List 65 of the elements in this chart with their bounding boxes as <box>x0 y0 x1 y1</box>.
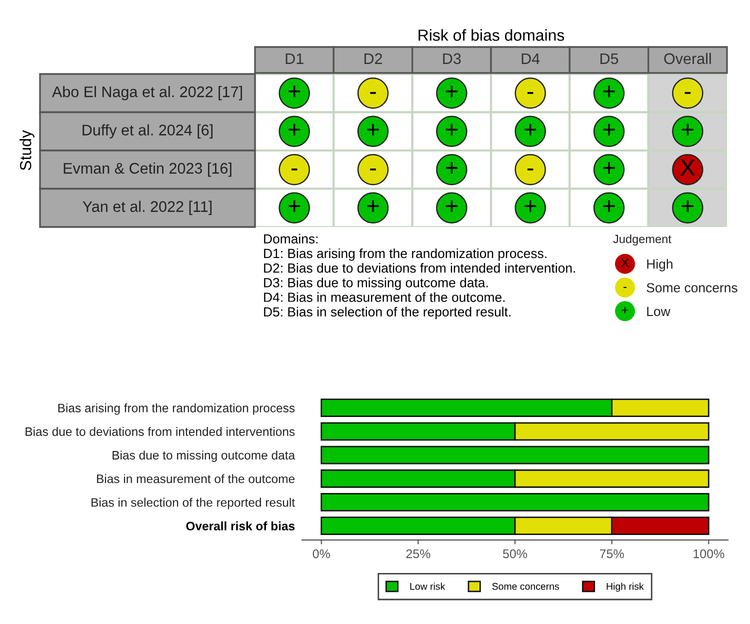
y-axis-title: Study <box>20 130 34 170</box>
x-tick-label: 0% <box>312 549 330 558</box>
x-tick-label: 100% <box>694 549 724 558</box>
x-tick-label: 25% <box>406 549 430 558</box>
x-tick-label: D5 <box>600 53 618 64</box>
category-label: Some concerns <box>646 283 738 292</box>
y-tick-label: Bias due to deviations from intended interventions <box>26 426 295 436</box>
text: + <box>524 124 536 136</box>
text: + <box>603 86 615 98</box>
text: + <box>603 200 615 212</box>
legend-label: High risk <box>606 582 644 592</box>
text: Judgement <box>613 234 672 246</box>
text: + <box>622 307 628 314</box>
text: + <box>288 86 300 98</box>
x-tick-label: D1 <box>286 53 304 64</box>
y-tick-label: Duffy et al. 2024 [6] <box>82 124 213 138</box>
text: D2: Bias due to deviations from intended intervention. <box>264 263 575 273</box>
text: + <box>446 86 458 98</box>
bar <box>320 493 710 512</box>
text: + <box>682 200 694 212</box>
category-label: Low <box>647 306 670 316</box>
x-tick-label: 75% <box>600 549 624 558</box>
text: + <box>367 124 379 136</box>
text: + <box>603 162 615 174</box>
text: X <box>680 159 696 176</box>
category-label: High <box>647 259 672 272</box>
text: + <box>603 124 615 136</box>
y-tick-label: Bias arising from the randomization process <box>58 403 295 415</box>
chart-title: Risk of bias domains <box>418 29 564 41</box>
text: D4: Bias in measurement of the outcome. <box>264 292 505 302</box>
text: + <box>524 200 536 212</box>
text: + <box>446 124 458 136</box>
text: X <box>621 258 629 268</box>
text: + <box>288 124 300 136</box>
text: D5: Bias in selection of the reported result. <box>264 306 510 320</box>
text: + <box>288 200 300 212</box>
text: + <box>367 200 379 212</box>
legend-label: Some concerns <box>492 582 560 590</box>
text: - <box>291 168 298 170</box>
legend-label: Low risk <box>410 582 446 590</box>
text: D3: Bias due to missing outcome data. <box>264 278 488 290</box>
bar <box>320 446 710 464</box>
text: D1: Bias arising from the randomization process. <box>264 248 546 261</box>
y-tick-label: Overall risk of bias <box>186 521 295 530</box>
x-tick-label: D2 <box>364 53 382 64</box>
text: Domains: <box>264 234 318 244</box>
text: + <box>446 162 458 174</box>
text: - <box>370 168 376 170</box>
y-tick-label: Bias due to missing outcome data <box>112 450 296 462</box>
x-tick-label: 50% <box>502 549 528 558</box>
x-tick-label: Overall <box>664 52 711 64</box>
text: - <box>370 92 376 94</box>
text: - <box>527 168 534 170</box>
y-tick-label: Evman & Cetin 2023 [16] <box>64 162 232 177</box>
x-tick-label: D4 <box>522 53 540 64</box>
text: - <box>623 286 627 288</box>
y-tick-label: Abo El Naga et al. 2022 [17] <box>52 86 242 100</box>
y-tick-label: Yan et al. 2022 [11] <box>82 200 212 215</box>
x-tick-label: D3 <box>443 53 461 64</box>
text: + <box>682 124 694 136</box>
text: - <box>684 92 691 94</box>
y-tick-label: Bias in selection of the reported result <box>92 498 295 510</box>
text: - <box>527 92 534 94</box>
text: + <box>446 200 458 212</box>
y-tick-label: Bias in measurement of the outcome <box>97 474 295 484</box>
